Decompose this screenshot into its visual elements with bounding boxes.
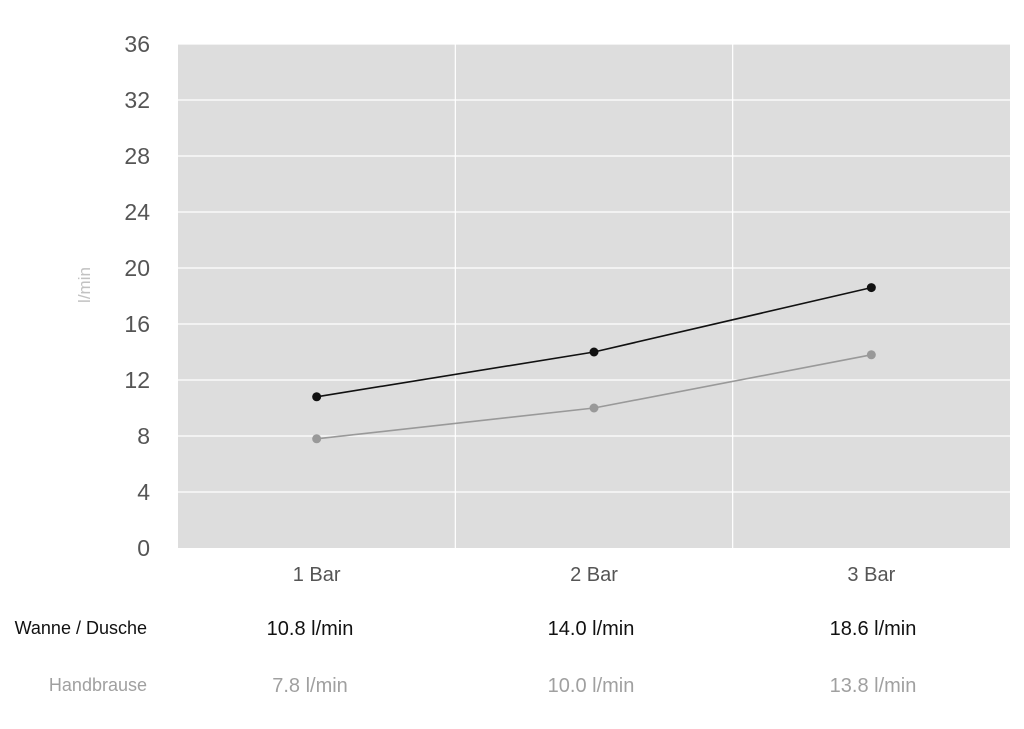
value-cell: 7.8 l/min [272, 675, 348, 697]
y-tick-label: 36 [124, 31, 150, 57]
row-label: Wanne / Dusche [14, 618, 147, 638]
data-point [866, 350, 876, 360]
series-layer [312, 283, 876, 444]
y-tick-label: 0 [137, 535, 150, 561]
data-point [589, 403, 599, 413]
y-tick-label: 4 [137, 479, 150, 505]
data-point [312, 392, 322, 402]
y-tick-label: 28 [124, 143, 150, 169]
data-point [866, 283, 876, 293]
y-tick-label: 16 [124, 311, 150, 337]
value-cell: 18.6 l/min [829, 618, 917, 640]
value-cell: 14.0 l/min [547, 618, 635, 640]
x-axis-ticks: 1 Bar 2 Bar 3 Bar [293, 564, 896, 586]
data-point [312, 434, 322, 444]
grid-lines [178, 43, 1010, 548]
value-cell: 13.8 l/min [829, 675, 917, 697]
table-row-wanne-dusche: Wanne / Dusche 10.8 l/min 14.0 l/min 18.… [0, 618, 1024, 648]
value-cell: 10.8 l/min [266, 618, 354, 640]
series-line-group [312, 283, 876, 402]
table-row-handbrause: Handbrause 7.8 l/min 10.0 l/min 13.8 l/m… [0, 675, 1024, 705]
y-tick-label: 20 [124, 255, 150, 281]
y-tick-label: 24 [124, 199, 150, 225]
data-point [589, 347, 599, 357]
y-axis-ticks: 0 4 8 12 16 20 24 28 32 36 [124, 31, 150, 561]
y-tick-label: 12 [124, 367, 150, 393]
row-label: Handbrause [48, 675, 147, 695]
series-line-group [312, 350, 876, 444]
x-tick-label: 2 Bar [570, 564, 618, 586]
x-tick-label: 3 Bar [847, 564, 895, 586]
y-tick-label: 32 [124, 87, 150, 113]
x-tick-label: 1 Bar [293, 564, 341, 586]
y-tick-label: 8 [137, 423, 150, 449]
y-axis-label: l/min [75, 267, 94, 303]
value-cell: 10.0 l/min [547, 675, 635, 697]
plot-area [178, 44, 1010, 548]
